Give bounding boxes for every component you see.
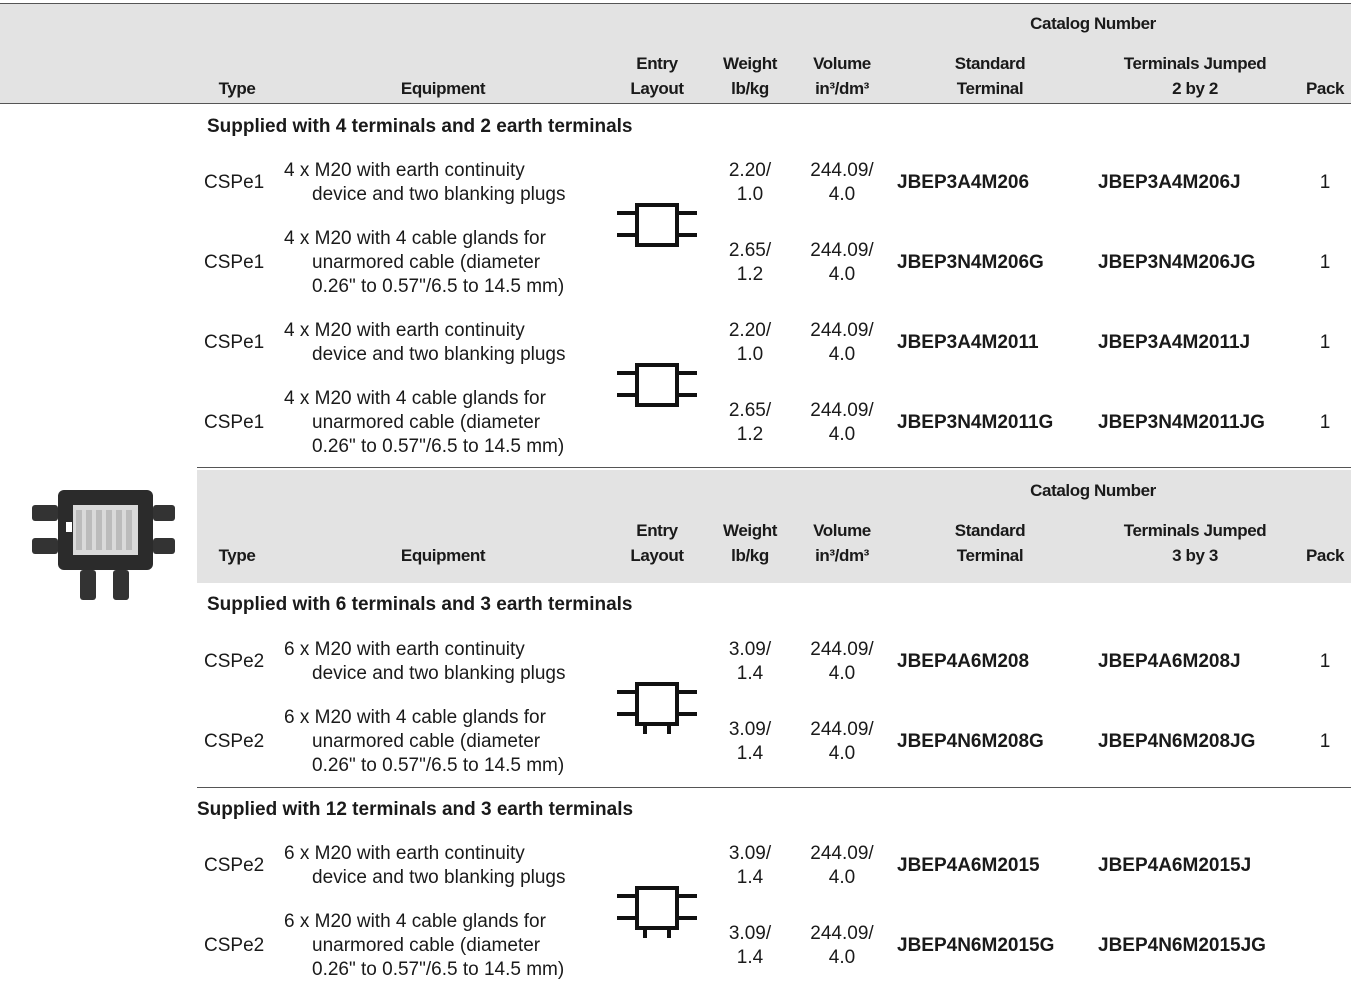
volume: 244.09/ 4.0 bbox=[810, 240, 874, 285]
standard-terminal: JBEP3N4M206G bbox=[897, 252, 1044, 273]
column-header: Equipment bbox=[400, 79, 486, 98]
standard-terminal: JBEP4A6M2015 bbox=[897, 855, 1040, 876]
entry-layout-icon bbox=[617, 886, 697, 938]
equipment: 6 x M20 with 4 cable glands for unarmore… bbox=[284, 911, 565, 980]
weight: 3.09/ 1.4 bbox=[728, 719, 772, 764]
terminals-jumped: JBEP4N6M208JG bbox=[1098, 731, 1256, 752]
column-header: Pack bbox=[1305, 79, 1345, 98]
pack: 1 bbox=[1319, 252, 1331, 273]
column-header: Standard Terminal bbox=[954, 54, 1026, 98]
terminals-jumped: JBEP4A6M2015J bbox=[1098, 855, 1252, 876]
standard-terminal: JBEP3A4M206 bbox=[897, 172, 1030, 193]
type: CSPe2 bbox=[204, 651, 265, 672]
weight: 2.65/ 1.2 bbox=[728, 400, 772, 445]
pack: 1 bbox=[1319, 332, 1331, 353]
standard-terminal: JBEP4N6M208G bbox=[897, 731, 1044, 752]
type: CSPe1 bbox=[204, 252, 265, 273]
weight: 3.09/ 1.4 bbox=[728, 923, 772, 968]
column-header: Entry Layout bbox=[630, 521, 684, 565]
column-header: Weight lb/kg bbox=[723, 521, 777, 565]
standard-terminal: JBEP4A6M208 bbox=[897, 651, 1030, 672]
volume: 244.09/ 4.0 bbox=[810, 719, 874, 764]
weight: 2.20/ 1.0 bbox=[728, 320, 772, 365]
equipment: 6 x M20 with 4 cable glands for unarmore… bbox=[284, 707, 565, 776]
column-header: Volume in³/dm³ bbox=[813, 54, 871, 98]
pack: 1 bbox=[1319, 412, 1331, 433]
type: CSPe2 bbox=[204, 935, 265, 956]
volume: 244.09/ 4.0 bbox=[810, 160, 874, 205]
group-label: Supplied with 4 terminals and 2 earth te… bbox=[207, 116, 633, 137]
product-photo bbox=[32, 490, 175, 600]
type: CSPe2 bbox=[204, 855, 265, 876]
entry-layout-icon bbox=[617, 363, 697, 407]
rule bbox=[0, 103, 1351, 104]
terminals-jumped: JBEP4A6M208J bbox=[1098, 651, 1241, 672]
equipment: 4 x M20 with earth continuity device and… bbox=[284, 160, 566, 205]
column-header: Terminals Jumped 2 by 2 bbox=[1123, 54, 1267, 98]
type: CSPe1 bbox=[204, 172, 265, 193]
volume: 244.09/ 4.0 bbox=[810, 320, 874, 365]
standard-terminal: JBEP3A4M2011 bbox=[897, 332, 1039, 353]
terminals-jumped: JBEP3A4M2011J bbox=[1098, 332, 1251, 353]
terminals-jumped: JBEP3A4M206J bbox=[1098, 172, 1241, 193]
volume: 244.09/ 4.0 bbox=[810, 400, 874, 445]
volume: 244.09/ 4.0 bbox=[810, 923, 874, 968]
header-band bbox=[197, 470, 1351, 583]
entry-layout-icon bbox=[617, 203, 697, 247]
entry-layout-icon bbox=[617, 682, 697, 734]
pack: 1 bbox=[1319, 651, 1331, 672]
rule bbox=[197, 787, 1351, 788]
equipment: 4 x M20 with 4 cable glands for unarmore… bbox=[284, 228, 565, 297]
rule bbox=[0, 3, 1351, 4]
column-header: Terminals Jumped 3 by 3 bbox=[1123, 521, 1267, 565]
column-header: Pack bbox=[1305, 546, 1345, 565]
column-header: Standard Terminal bbox=[954, 521, 1026, 565]
standard-terminal: JBEP3N4M2011G bbox=[897, 412, 1054, 433]
type: CSPe2 bbox=[204, 731, 265, 752]
equipment: 6 x M20 with earth continuity device and… bbox=[284, 843, 566, 888]
column-header: Type bbox=[218, 79, 256, 98]
terminals-jumped: JBEP3N4M2011JG bbox=[1098, 412, 1265, 433]
header-band bbox=[0, 3, 1351, 103]
column-header: Weight lb/kg bbox=[723, 54, 777, 98]
equipment: 4 x M20 with earth continuity device and… bbox=[284, 320, 566, 365]
terminals-jumped: JBEP3N4M206JG bbox=[1098, 252, 1256, 273]
column-header: Entry Layout bbox=[630, 54, 684, 98]
equipment: 4 x M20 with 4 cable glands for unarmore… bbox=[284, 388, 565, 457]
pack: 1 bbox=[1319, 731, 1331, 752]
equipment: 6 x M20 with earth continuity device and… bbox=[284, 639, 566, 684]
group-label: Supplied with 6 terminals and 3 earth te… bbox=[207, 594, 633, 615]
group-label: Supplied with 12 terminals and 3 earth t… bbox=[197, 799, 634, 820]
weight: 3.09/ 1.4 bbox=[728, 843, 772, 888]
weight: 2.65/ 1.2 bbox=[728, 240, 772, 285]
column-header: Volume in³/dm³ bbox=[813, 521, 871, 565]
column-header: Equipment bbox=[400, 546, 486, 565]
standard-terminal: JBEP4N6M2015G bbox=[897, 935, 1055, 956]
terminals-jumped: JBEP4N6M2015JG bbox=[1098, 935, 1266, 956]
catalog-number-header: Catalog Number bbox=[1030, 481, 1156, 500]
type: CSPe1 bbox=[204, 332, 265, 353]
catalog-number-header: Catalog Number bbox=[1030, 14, 1156, 33]
weight: 3.09/ 1.4 bbox=[728, 639, 772, 684]
column-header: Type bbox=[218, 546, 256, 565]
pack: 1 bbox=[1319, 172, 1331, 193]
volume: 244.09/ 4.0 bbox=[810, 843, 874, 888]
rule bbox=[197, 467, 1351, 468]
type: CSPe1 bbox=[204, 412, 265, 433]
weight: 2.20/ 1.0 bbox=[728, 160, 772, 205]
volume: 244.09/ 4.0 bbox=[810, 639, 874, 684]
